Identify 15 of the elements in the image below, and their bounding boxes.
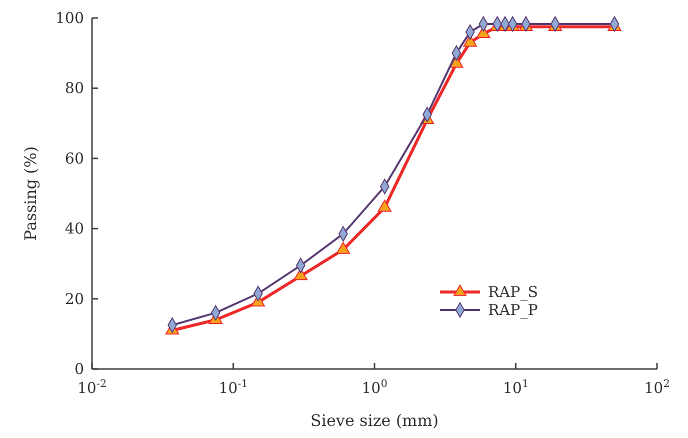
y-tick-label: 60 <box>64 149 84 168</box>
y-tick-label: 20 <box>64 290 84 308</box>
legend-label: RAP_S <box>488 283 538 301</box>
y-tick-label: 100 <box>55 9 84 27</box>
x-tick-label: 10$^{-1}$ <box>218 378 248 397</box>
y-axis-title: Passing (%) <box>21 146 40 241</box>
x-tick-label: 10$^{-2}$ <box>77 378 107 397</box>
legend-label: RAP_P <box>488 301 538 319</box>
y-tick-label: 0 <box>74 360 84 378</box>
x-tick-label: 10$^{1}$ <box>502 378 529 397</box>
x-tick-label: 10$^{0}$ <box>362 378 388 397</box>
y-tick-label: 80 <box>64 79 84 98</box>
x-axis-title: Sieve size (mm) <box>310 411 439 430</box>
y-tick-label: 40 <box>64 220 84 238</box>
x-tick-label: 10$^{2}$ <box>644 378 670 397</box>
